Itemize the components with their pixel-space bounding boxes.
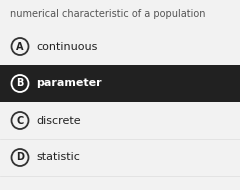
Text: discrete: discrete [36,116,81,126]
Circle shape [12,75,29,92]
Text: D: D [16,153,24,162]
Text: statistic: statistic [36,153,80,162]
Text: continuous: continuous [36,41,97,51]
FancyBboxPatch shape [0,65,240,102]
Text: C: C [16,116,24,126]
Text: parameter: parameter [36,78,102,89]
Text: A: A [16,41,24,51]
Text: numerical characteristic of a population: numerical characteristic of a population [10,9,205,19]
Text: B: B [16,78,24,89]
